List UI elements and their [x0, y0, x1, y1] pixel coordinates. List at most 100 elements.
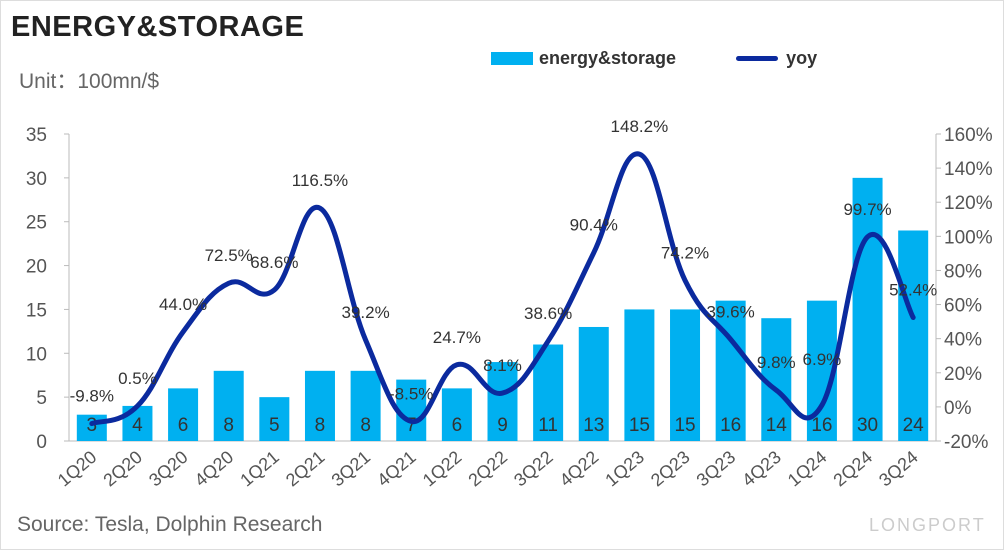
bar-2Q22: [487, 362, 518, 441]
bar-value-label: 16: [720, 415, 741, 436]
right-tick-label: 60%: [944, 296, 982, 317]
bar-value-label: 30: [857, 415, 878, 436]
x-tick-label: 3Q21: [328, 447, 375, 491]
bar-value-label: 6: [178, 415, 189, 436]
yoy-line: [89, 151, 916, 427]
yoy-data-label: 74.2%: [661, 243, 709, 262]
left-tick-label: 35: [26, 125, 47, 146]
source-note: Source: Tesla, Dolphin Research: [17, 513, 323, 536]
left-tick-label: 5: [36, 388, 47, 409]
right-tick-label: -20%: [944, 432, 988, 453]
x-tick-label: 3Q23: [693, 447, 740, 491]
left-tick-label: 20: [26, 257, 47, 278]
bar-value-label: 24: [903, 415, 925, 436]
x-tick-label: 1Q23: [601, 447, 648, 491]
x-tick-label: 2Q23: [647, 447, 694, 491]
legend-bar-label: energy&storage: [539, 48, 677, 68]
bar-2Q23: [670, 309, 701, 441]
right-tick-label: 160%: [944, 125, 993, 146]
right-tick-label: 40%: [944, 330, 982, 351]
bar-3Q23: [715, 300, 746, 441]
bar-3Q20: [168, 388, 199, 441]
x-tick-label: 3Q24: [875, 447, 922, 491]
bar-value-label: 8: [360, 415, 371, 436]
x-tick-label: 4Q22: [556, 447, 603, 491]
yoy-data-label: 6.9%: [803, 350, 842, 369]
x-tick-label: 1Q20: [54, 447, 101, 491]
left-tick-label: 15: [26, 300, 47, 321]
right-tick-label: 100%: [944, 227, 993, 248]
bar-value-label: 15: [629, 415, 650, 436]
right-tick-label: 140%: [944, 159, 993, 180]
yoy-data-label: 99.7%: [843, 200, 891, 219]
yoy-data-label: 8.1%: [483, 356, 522, 375]
unit-label: Unit：100mn/$: [19, 70, 160, 93]
yoy-data-label: 38.6%: [524, 304, 572, 323]
yoy-data-label: 39.6%: [707, 302, 755, 321]
x-tick-label: 1Q21: [236, 447, 283, 491]
x-tick-label: 1Q22: [419, 447, 466, 491]
yoy-data-label: -8.5%: [389, 384, 433, 403]
yoy-data-label: 116.5%: [292, 171, 348, 190]
yoy-data-label: 44.0%: [159, 295, 207, 314]
bar-1Q23: [624, 309, 655, 441]
x-tick-label: 4Q23: [738, 447, 785, 491]
right-tick-label: 20%: [944, 364, 982, 385]
bar-value-label: 8: [223, 415, 234, 436]
left-tick-label: 30: [26, 169, 47, 190]
bar-value-label: 4: [132, 415, 143, 436]
bar-value-label: 16: [811, 415, 832, 436]
bar-4Q21: [396, 379, 427, 441]
yoy-data-label: 9.8%: [757, 353, 796, 372]
legend: energy&storage yoy: [491, 48, 817, 69]
chart-title: ENERGY&STORAGE: [11, 11, 305, 43]
x-tick-label: 2Q22: [464, 447, 511, 491]
bar-value-label: 8: [315, 415, 326, 436]
bar-4Q20: [213, 370, 244, 441]
bar-value-label: 9: [497, 415, 508, 436]
right-tick-label: 120%: [944, 193, 993, 214]
yoy-data-label: 148.2%: [611, 117, 669, 136]
yoy-data-label: 24.7%: [433, 328, 481, 347]
bar-value-label: 13: [583, 415, 604, 436]
x-tick-label: 4Q21: [373, 447, 420, 491]
yoy-data-label: 90.4%: [570, 216, 618, 235]
x-tick-label: 2Q21: [282, 447, 329, 491]
watermark-logo: LONGPORT: [869, 515, 986, 535]
x-tick-label: 2Q24: [830, 447, 877, 491]
yoy-data-label: 68.6%: [250, 253, 298, 272]
bar-value-label: 6: [452, 415, 463, 436]
left-tick-label: 0: [36, 432, 47, 453]
x-tick-label: 1Q24: [784, 447, 831, 491]
legend-line-label: yoy: [786, 48, 818, 68]
bar-3Q24: [898, 230, 929, 441]
legend-bar-swatch: [491, 52, 533, 65]
bar-4Q22: [578, 326, 609, 441]
right-tick-label: 0%: [944, 398, 972, 419]
bar-1Q20: [76, 414, 107, 441]
left-tick-label: 10: [26, 344, 47, 365]
right-tick-label: 80%: [944, 261, 982, 282]
x-tick-label: 3Q20: [145, 447, 192, 491]
bar-value-label: 5: [269, 415, 280, 436]
x-tick-label: 4Q20: [191, 447, 238, 491]
bar-2Q24: [852, 177, 883, 441]
x-tick-label: 2Q20: [99, 447, 146, 491]
bar-3Q21: [350, 370, 381, 441]
legend-line-swatch: [736, 56, 779, 61]
yoy-data-label: 72.5%: [205, 246, 253, 265]
bar-value-label: 7: [406, 415, 417, 436]
bar-value-label: 15: [674, 415, 695, 436]
bar-value-label: 11: [538, 415, 558, 436]
bar-1Q21: [259, 397, 290, 441]
yoy-data-label: -9.8%: [70, 387, 114, 406]
yoy-data-label: 0.5%: [118, 369, 157, 388]
x-tick-label: 3Q22: [510, 447, 557, 491]
bar-1Q22: [441, 388, 472, 441]
bar-2Q21: [304, 370, 335, 441]
yoy-data-label: 52.4%: [889, 281, 937, 300]
left-tick-label: 25: [26, 213, 47, 234]
bar-value-label: 14: [766, 415, 788, 436]
